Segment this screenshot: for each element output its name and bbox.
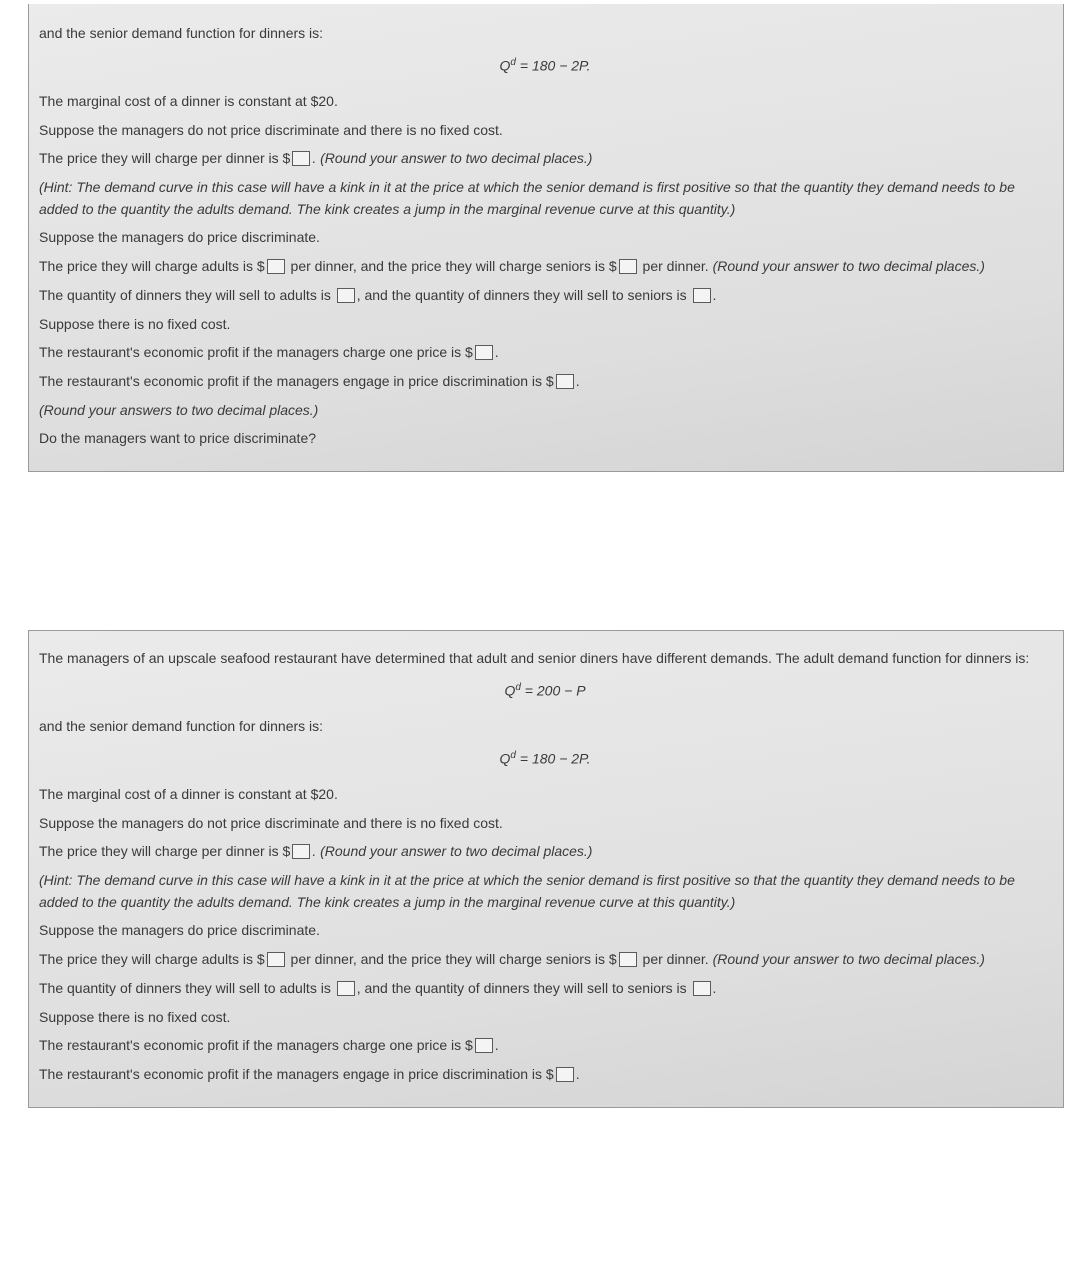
no-discrim-line: Suppose the managers do not price discri… bbox=[39, 120, 1051, 142]
adult-price-input-b[interactable] bbox=[267, 952, 285, 967]
hint-line: (Hint: The demand curve in this case wil… bbox=[39, 177, 1051, 220]
profit-discrim-line-b: The restaurant's economic profit if the … bbox=[39, 1064, 1051, 1086]
problem-intro: The managers of an upscale seafood resta… bbox=[39, 648, 1051, 670]
profit-one-price-line-b: The restaurant's economic profit if the … bbox=[39, 1035, 1051, 1057]
adult-qty-input-b[interactable] bbox=[337, 981, 355, 996]
hint-line-b: (Hint: The demand curve in this case wil… bbox=[39, 870, 1051, 913]
senior-price-input-b[interactable] bbox=[619, 952, 637, 967]
senior-qty-input-b[interactable] bbox=[693, 981, 711, 996]
question-panel-bottom: The managers of an upscale seafood resta… bbox=[28, 630, 1064, 1108]
senior-demand-equation-b: Qd = 180 − 2P. bbox=[39, 748, 1051, 770]
mc-line: The marginal cost of a dinner is constan… bbox=[39, 91, 1051, 113]
single-price-input[interactable] bbox=[292, 151, 310, 166]
profit-one-price-line: The restaurant's economic profit if the … bbox=[39, 342, 1051, 364]
quantities-line: The quantity of dinners they will sell t… bbox=[39, 285, 1051, 307]
adult-price-input[interactable] bbox=[267, 259, 285, 274]
no-discrim-line-b: Suppose the managers do not price discri… bbox=[39, 813, 1051, 835]
single-price-line: The price they will charge per dinner is… bbox=[39, 148, 1051, 170]
no-fixed-cost-line: Suppose there is no fixed cost. bbox=[39, 314, 1051, 336]
final-question-line: Do the managers want to price discrimina… bbox=[39, 428, 1051, 450]
round-answers-line: (Round your answers to two decimal place… bbox=[39, 400, 1051, 422]
adult-qty-input[interactable] bbox=[337, 288, 355, 303]
senior-qty-input[interactable] bbox=[693, 288, 711, 303]
single-price-input-b[interactable] bbox=[292, 844, 310, 859]
adult-senior-price-line-b: The price they will charge adults is $ p… bbox=[39, 949, 1051, 971]
senior-demand-intro-b: and the senior demand function for dinne… bbox=[39, 716, 1051, 738]
mc-line-b: The marginal cost of a dinner is constan… bbox=[39, 784, 1051, 806]
quantities-line-b: The quantity of dinners they will sell t… bbox=[39, 978, 1051, 1000]
profit-one-input[interactable] bbox=[475, 345, 493, 360]
adult-demand-equation: Qd = 200 − P bbox=[39, 680, 1051, 702]
profit-disc-input-b[interactable] bbox=[556, 1067, 574, 1082]
adult-senior-price-line: The price they will charge adults is $ p… bbox=[39, 256, 1051, 278]
question-panel-top: and the senior demand function for dinne… bbox=[28, 4, 1064, 472]
no-fixed-cost-line-b: Suppose there is no fixed cost. bbox=[39, 1007, 1051, 1029]
single-price-line-b: The price they will charge per dinner is… bbox=[39, 841, 1051, 863]
senior-price-input[interactable] bbox=[619, 259, 637, 274]
profit-disc-input[interactable] bbox=[556, 374, 574, 389]
do-discrim-line-b: Suppose the managers do price discrimina… bbox=[39, 920, 1051, 942]
profit-one-input-b[interactable] bbox=[475, 1038, 493, 1053]
senior-demand-intro: and the senior demand function for dinne… bbox=[39, 23, 1051, 45]
panel-gap bbox=[0, 472, 1080, 622]
do-discrim-line: Suppose the managers do price discrimina… bbox=[39, 227, 1051, 249]
profit-discrim-line: The restaurant's economic profit if the … bbox=[39, 371, 1051, 393]
senior-demand-equation: Qd = 180 − 2P. bbox=[39, 55, 1051, 77]
